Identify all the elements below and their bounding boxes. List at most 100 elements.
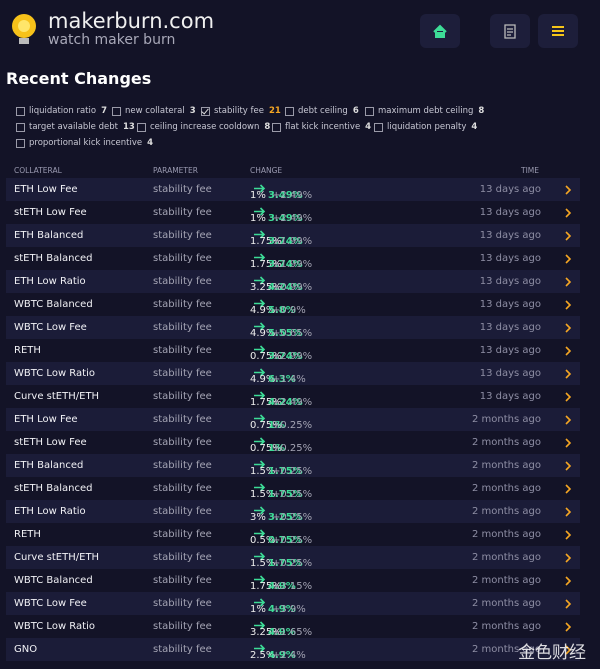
table-row[interactable]: RETH stability fee 0.75% 3.74% +2.99% 13 days… [6, 339, 580, 362]
parameter: stability fee [153, 621, 212, 632]
chevron[interactable] [564, 231, 572, 241]
table-row[interactable]: stETH Low Fee stability fee 0.75% 1% +0.25% 2… [6, 431, 580, 454]
filter[interactable]: debt ceiling 6 [285, 106, 359, 116]
table-row[interactable]: RETH stability fee 0.5% 0.75% +0.25% 2 months… [6, 523, 580, 546]
chevron[interactable] [564, 254, 572, 264]
checkbox[interactable] [137, 122, 146, 132]
checkbox[interactable] [16, 106, 25, 116]
checkbox[interactable] [365, 106, 374, 116]
chevron[interactable] [564, 645, 572, 655]
parameter: stability fee [153, 483, 212, 494]
from-value: 3% [250, 512, 266, 523]
table-row[interactable]: Curve stETH/ETH stability fee 1.5% 1.75% +0.… [6, 546, 580, 569]
chevron[interactable] [564, 553, 572, 563]
chevron[interactable] [564, 277, 572, 287]
filter[interactable]: proportional kick incentive 4 [16, 138, 153, 148]
table-row[interactable]: ETH Low Fee stability fee 0.75% 1% +0.25% 2 m… [6, 408, 580, 431]
from-value: 1.75% [250, 259, 282, 270]
parameter: stability fee [153, 598, 212, 609]
parameter: stability fee [153, 299, 212, 310]
to-value: 3.25% [268, 512, 303, 523]
checkbox[interactable] [272, 122, 281, 132]
to-value: 3.74% [268, 259, 303, 270]
filter-count: 8 [264, 122, 271, 132]
arrow [254, 276, 266, 285]
table-row[interactable]: WBTC Balanced stability fee 1.75% 4.9% +3.15… [6, 569, 580, 592]
chevron[interactable] [564, 599, 572, 609]
to-value: 4.24% [268, 282, 303, 293]
checkbox[interactable] [16, 122, 25, 132]
change: 2.5% 4.9% +2.4% [250, 644, 306, 661]
table-row[interactable]: ETH Balanced stability fee 1.75% 3.74% +1.99… [6, 224, 580, 247]
filter[interactable]: maximum debt ceiling 8 [365, 106, 484, 116]
chevron[interactable] [564, 507, 572, 517]
arrow [254, 253, 266, 262]
to-value: 1.75% [268, 466, 303, 477]
from-value: 1% [250, 213, 266, 224]
table-row[interactable]: WBTC Low Ratio stability fee 3.25% 4.9% +1.6… [6, 615, 580, 638]
chevron[interactable] [564, 392, 572, 402]
delta: +2.99% [272, 351, 313, 362]
chevron[interactable] [564, 484, 572, 494]
delta: +0.25% [272, 535, 313, 546]
filter[interactable]: ceiling increase cooldown 8 [137, 122, 270, 132]
delta: +0.25% [272, 466, 313, 477]
delta: +1.4% [272, 374, 306, 385]
table-row[interactable]: ETH Low Ratio stability fee 3% 3.25% +0.25% 2… [6, 500, 580, 523]
table-row[interactable]: WBTC Low Fee stability fee 1% 4.9% +3.9% 2 mo… [6, 592, 580, 615]
filter[interactable]: target available debt 13 [16, 122, 135, 132]
chevron[interactable] [564, 300, 572, 310]
chevron[interactable] [564, 369, 572, 379]
delta: +2.49% [272, 397, 313, 408]
collateral: WBTC Low Ratio [14, 621, 95, 632]
to-value: 5.55% [268, 328, 303, 339]
table-row[interactable]: WBTC Balanced stability fee 4.9% 5.8% +0.9% 1… [6, 293, 580, 316]
table-row[interactable]: Curve stETH/ETH stability fee 1.75% 4.24% +2… [6, 385, 580, 408]
checkbox[interactable] [16, 138, 25, 148]
chevron[interactable] [564, 323, 572, 333]
collateral: ETH Low Fee [14, 414, 78, 425]
filter-count: 4 [147, 138, 154, 148]
change: 1% 3.49% +2.49% [250, 184, 312, 201]
chevron[interactable] [564, 622, 572, 632]
filter[interactable]: new collateral 3 [112, 106, 196, 116]
filter[interactable]: liquidation penalty 4 [374, 122, 477, 132]
filter[interactable]: liquidation ratio 7 [16, 106, 107, 116]
chevron[interactable] [564, 438, 572, 448]
chevron[interactable] [564, 185, 572, 195]
chevron[interactable] [564, 208, 572, 218]
table-row[interactable]: ETH Balanced stability fee 1.5% 1.75% +0.25%… [6, 454, 580, 477]
logo-bulb [12, 14, 36, 44]
table-row[interactable]: stETH Balanced stability fee 1.75% 3.74% +1.… [6, 247, 580, 270]
delta: +0.25% [272, 443, 313, 454]
filter[interactable]: flat kick incentive 4 [272, 122, 371, 132]
parameter: stability fee [153, 391, 212, 402]
chevron[interactable] [564, 530, 572, 540]
to-value: 1% [268, 420, 285, 431]
table-row[interactable]: stETH Low Fee stability fee 1% 3.49% +2.49% 1… [6, 201, 580, 224]
table-row[interactable]: WBTC Low Fee stability fee 4.9% 5.55% +0.65%… [6, 316, 580, 339]
chevron[interactable] [564, 576, 572, 586]
time: 13 days ago [479, 322, 541, 333]
change: 4.9% 5.8% +0.9% [250, 299, 306, 316]
checkbox[interactable] [374, 122, 383, 132]
table-row[interactable]: WBTC Low Ratio stability fee 4.9% 6.3% +1.4%… [6, 362, 580, 385]
checkbox[interactable] [201, 106, 210, 116]
checkbox[interactable] [285, 106, 294, 116]
table-row[interactable]: GNO stability fee 2.5% 4.9% +2.4% 2 months ag… [6, 638, 580, 661]
chevron[interactable] [564, 415, 572, 425]
table-row[interactable]: ETH Low Ratio stability fee 3.25% 4.24% +0.9… [6, 270, 580, 293]
collateral: Curve stETH/ETH [14, 391, 100, 402]
chevron[interactable] [564, 346, 572, 356]
docs-button[interactable] [490, 14, 530, 48]
arrow [254, 322, 266, 331]
arrow [254, 552, 266, 561]
checkbox[interactable] [112, 106, 121, 116]
collateral: ETH Low Ratio [14, 506, 86, 517]
filter-label: stability fee [214, 106, 264, 116]
chevron[interactable] [564, 461, 572, 471]
filter[interactable]: stability fee 21 [201, 106, 281, 116]
table-row[interactable]: stETH Balanced stability fee 1.5% 1.75% +0.2… [6, 477, 580, 500]
table-row[interactable]: ETH Low Fee stability fee 1% 3.49% +2.49% 13 … [6, 178, 580, 201]
